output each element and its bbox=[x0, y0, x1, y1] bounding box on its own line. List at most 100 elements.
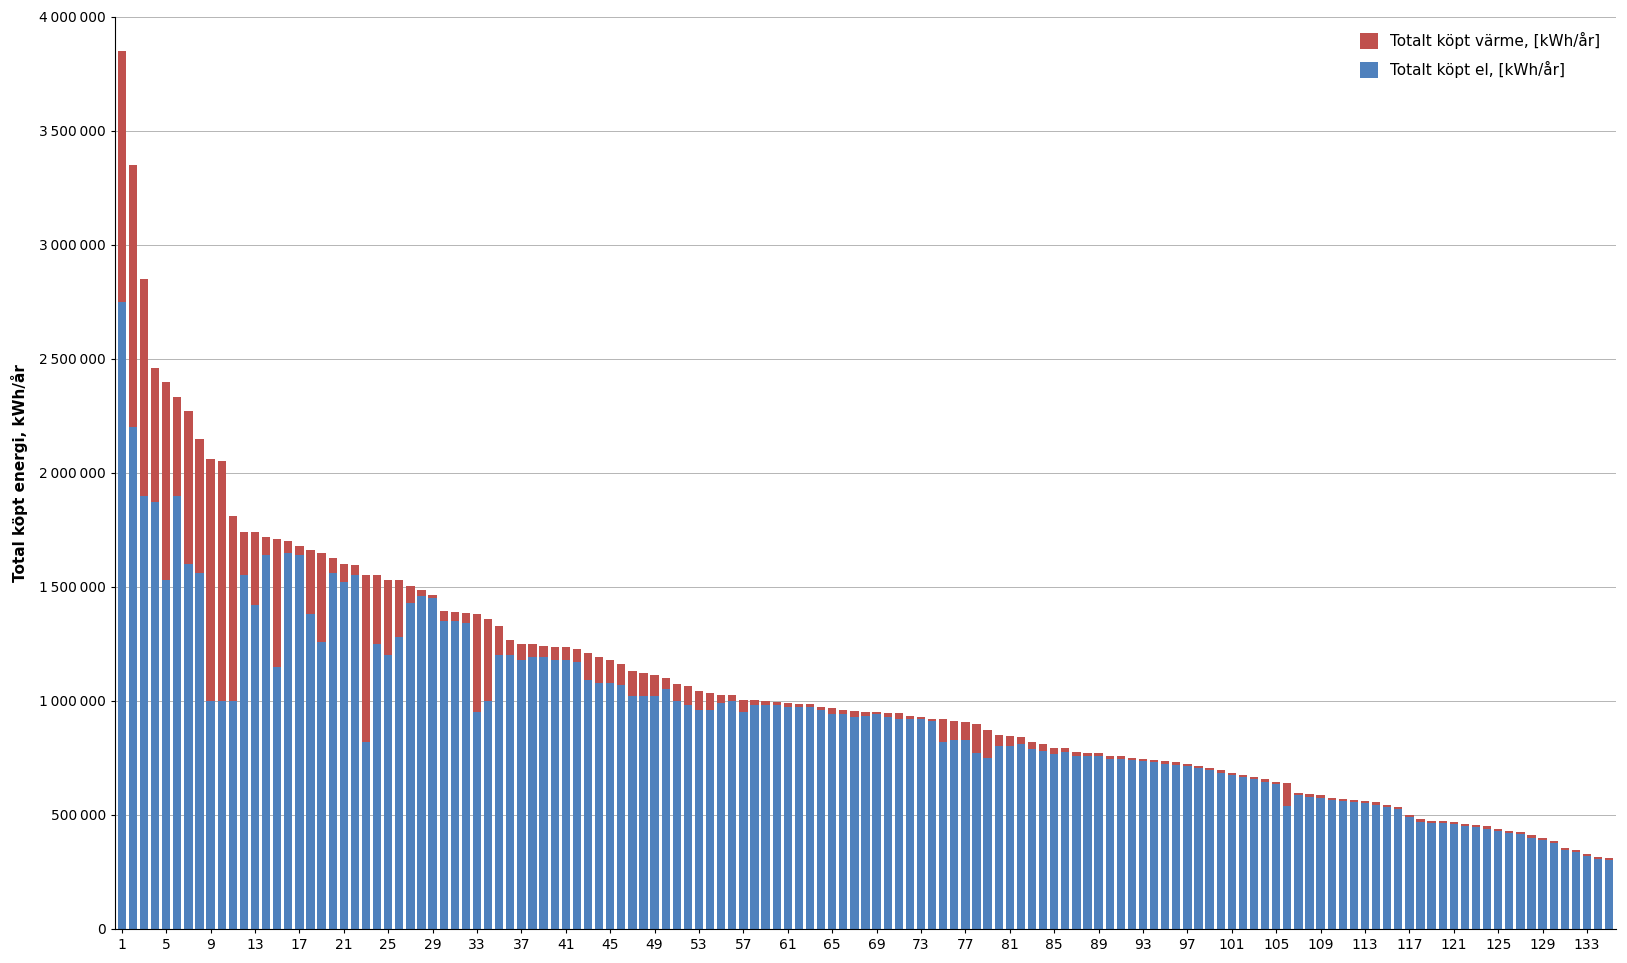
Bar bbox=[329, 559, 337, 573]
Bar bbox=[195, 573, 203, 929]
Bar bbox=[1028, 748, 1036, 929]
Bar bbox=[1040, 751, 1048, 929]
Bar bbox=[1461, 826, 1469, 929]
Bar bbox=[1316, 797, 1324, 929]
Bar bbox=[773, 705, 781, 929]
Bar bbox=[739, 700, 747, 713]
Bar bbox=[229, 701, 238, 929]
Bar bbox=[285, 541, 293, 553]
Bar bbox=[273, 539, 281, 666]
Bar bbox=[172, 398, 182, 496]
Bar bbox=[662, 690, 670, 929]
Bar bbox=[939, 719, 947, 742]
Bar bbox=[1372, 802, 1380, 804]
Bar bbox=[1572, 850, 1580, 852]
Bar bbox=[729, 701, 737, 929]
Bar bbox=[927, 721, 936, 929]
Bar bbox=[1272, 784, 1280, 929]
Bar bbox=[373, 575, 381, 644]
Bar bbox=[306, 614, 314, 929]
Bar bbox=[1116, 756, 1124, 759]
Bar bbox=[251, 532, 259, 605]
Bar bbox=[273, 666, 281, 929]
Bar bbox=[573, 649, 581, 662]
Bar bbox=[973, 753, 981, 929]
Bar bbox=[1505, 833, 1513, 929]
Bar bbox=[462, 623, 470, 929]
Bar bbox=[1293, 795, 1303, 929]
Bar bbox=[1482, 826, 1492, 828]
Bar bbox=[639, 696, 648, 929]
Bar bbox=[584, 653, 592, 680]
Bar bbox=[1560, 850, 1568, 929]
Bar bbox=[1150, 760, 1158, 763]
Bar bbox=[973, 723, 981, 753]
Bar bbox=[1017, 744, 1025, 929]
Bar bbox=[1516, 832, 1524, 834]
Bar bbox=[1328, 800, 1336, 929]
Bar bbox=[1238, 775, 1246, 777]
Bar bbox=[140, 279, 148, 496]
Bar bbox=[1028, 742, 1036, 748]
Bar bbox=[718, 695, 726, 703]
Bar bbox=[817, 707, 825, 710]
Bar bbox=[294, 555, 304, 929]
Bar bbox=[384, 580, 392, 655]
Bar bbox=[1328, 797, 1336, 800]
Bar bbox=[784, 707, 792, 929]
Bar bbox=[1116, 759, 1124, 929]
Bar bbox=[628, 671, 636, 696]
Bar bbox=[483, 701, 493, 929]
Bar bbox=[195, 438, 203, 573]
Bar bbox=[1450, 824, 1458, 929]
Bar bbox=[1139, 759, 1147, 761]
Bar bbox=[1383, 807, 1391, 929]
Bar bbox=[1572, 852, 1580, 929]
Bar bbox=[151, 503, 159, 929]
Bar bbox=[750, 705, 758, 929]
Bar bbox=[407, 603, 415, 929]
Bar bbox=[473, 713, 482, 929]
Bar bbox=[1194, 766, 1202, 768]
Bar bbox=[1095, 756, 1103, 929]
Bar bbox=[706, 692, 714, 710]
Bar bbox=[617, 685, 625, 929]
Bar bbox=[1539, 838, 1547, 840]
Bar bbox=[1072, 752, 1080, 756]
Bar bbox=[495, 626, 503, 655]
Bar bbox=[361, 575, 371, 742]
Bar bbox=[1394, 809, 1402, 929]
Bar bbox=[1528, 838, 1536, 929]
Bar bbox=[140, 496, 148, 929]
Bar bbox=[1183, 764, 1191, 766]
Bar bbox=[517, 660, 526, 929]
Bar bbox=[1606, 858, 1614, 861]
Bar bbox=[1305, 794, 1313, 796]
Bar bbox=[1339, 801, 1347, 929]
Bar bbox=[994, 746, 1002, 929]
Bar bbox=[1472, 827, 1481, 929]
Bar bbox=[517, 644, 526, 660]
Bar bbox=[639, 673, 648, 696]
Bar bbox=[828, 715, 836, 929]
Bar bbox=[340, 564, 348, 583]
Bar bbox=[840, 715, 848, 929]
Bar bbox=[483, 618, 493, 701]
Bar bbox=[805, 707, 814, 929]
Bar bbox=[1427, 822, 1435, 929]
Bar bbox=[983, 758, 992, 929]
Bar bbox=[1549, 841, 1559, 844]
Bar bbox=[428, 598, 436, 929]
Bar bbox=[1494, 828, 1502, 831]
Bar bbox=[950, 740, 958, 929]
Bar bbox=[317, 641, 325, 929]
Bar bbox=[229, 516, 238, 701]
Bar bbox=[1061, 748, 1069, 752]
Bar bbox=[840, 710, 848, 715]
Bar bbox=[1438, 822, 1446, 929]
Bar bbox=[1583, 856, 1591, 929]
Bar bbox=[1228, 772, 1237, 775]
Bar bbox=[1017, 738, 1025, 744]
Bar bbox=[218, 461, 226, 701]
Bar bbox=[1261, 782, 1269, 929]
